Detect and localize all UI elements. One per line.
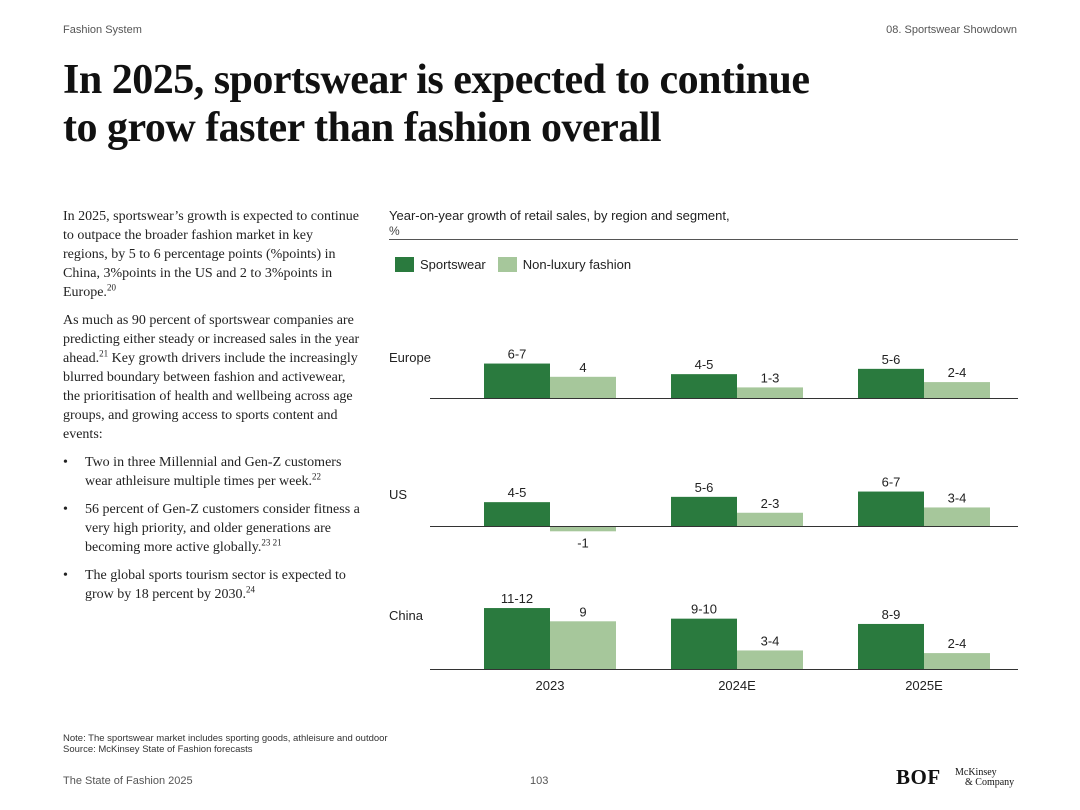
bar-us-non-luxury-2023: [550, 526, 616, 532]
bar-europe-sportswear-2023: [484, 363, 550, 398]
legend-item-non-luxury: Non-luxury fashion: [497, 257, 632, 272]
bar-china-non-luxury-2023: [550, 621, 616, 669]
data-label: 2-4: [948, 365, 967, 380]
bar-china-sportswear-2023: [484, 608, 550, 669]
data-label: 8-9: [882, 607, 901, 622]
bullet-text: The global sports tourism sector is expe…: [85, 568, 346, 602]
bullet-text: 56 percent of Gen-Z customers consider f…: [85, 502, 360, 555]
bar-us-sportswear-2024e: [671, 496, 737, 526]
x-axis-tick-label: 2025E: [905, 678, 943, 693]
footnote-ref: 20: [106, 282, 116, 293]
bar-europe-non-luxury-2025e: [924, 382, 990, 398]
x-axis-tick-label: 2023: [536, 678, 565, 693]
bar-us-sportswear-2025e: [858, 491, 924, 526]
paragraph-1-text: In 2025, sportswear’s growth is expected…: [63, 209, 360, 300]
data-label: 1-3: [761, 370, 780, 385]
chart-unit: %: [389, 224, 400, 238]
page-title: In 2025, sportswear is expected to conti…: [63, 56, 963, 152]
bar-china-non-luxury-2024e: [737, 650, 803, 669]
footnote-ref: 24: [245, 584, 255, 595]
mckinsey-logo-line-1: McKinsey: [955, 767, 997, 778]
bar-europe-non-luxury-2024e: [737, 387, 803, 398]
bullet-list: • Two in three Millennial and Gen-Z custo…: [63, 453, 361, 604]
footnote-ref: 21: [99, 348, 109, 359]
data-label: 2-4: [948, 636, 967, 651]
chart-title: Year-on-year growth of retail sales, by …: [389, 208, 730, 223]
bullet-text: Two in three Millennial and Gen-Z custom…: [85, 455, 342, 489]
footnote-source: Source: McKinsey State of Fashion foreca…: [63, 744, 253, 755]
legend-label-sportswear: Sportswear: [420, 257, 486, 272]
title-line-2: to grow faster than fashion overall: [63, 105, 662, 151]
data-label: 6-7: [508, 347, 527, 362]
footnote-ref: 23 21: [261, 537, 282, 548]
bar-europe-sportswear-2024e: [671, 374, 737, 398]
bar-china-sportswear-2024e: [671, 618, 737, 669]
data-label: 3-4: [761, 633, 780, 648]
x-axis-tick-label: 2024E: [718, 678, 756, 693]
bullet-icon: •: [63, 455, 68, 470]
data-label: 9-10: [691, 602, 717, 617]
legend-label-non-luxury: Non-luxury fashion: [522, 257, 632, 272]
header-chapter-label: 08. Sportswear Showdown: [886, 24, 1017, 36]
bar-us-non-luxury-2025e: [924, 507, 990, 526]
body-text: In 2025, sportswear’s growth is expected…: [63, 207, 361, 613]
chart-divider: [389, 239, 1018, 240]
paragraph-2-text: As much as 90 percent of sportswear comp…: [63, 313, 360, 366]
paragraph-2-continuation: Key growth drivers include the increasin…: [63, 351, 358, 442]
region-label-china: China: [389, 608, 423, 623]
legend-swatch-sportswear: [395, 257, 414, 272]
region-label-us: US: [389, 487, 408, 502]
bar-europe-non-luxury-2023: [550, 376, 616, 398]
paragraph-2: As much as 90 percent of sportswear comp…: [63, 311, 361, 444]
bullet-item: • Two in three Millennial and Gen-Z custo…: [63, 453, 361, 491]
region-label-europe: Europe: [389, 350, 431, 365]
bar-china-sportswear-2025e: [858, 623, 924, 669]
data-label: 6-7: [882, 475, 901, 490]
title-line-1: In 2025, sportswear is expected to conti…: [63, 57, 810, 103]
bof-logo: BOF: [896, 765, 941, 789]
header-section-label: Fashion System: [63, 24, 142, 36]
data-label: 4: [579, 360, 586, 375]
legend-swatch-non-luxury: [497, 257, 517, 272]
data-label: -1: [577, 535, 589, 550]
data-label: 5-6: [882, 352, 901, 367]
bar-china-non-luxury-2025e: [924, 653, 990, 669]
bar-us-sportswear-2023: [484, 502, 550, 526]
data-label: 3-4: [948, 490, 967, 505]
footer-publication: The State of Fashion 2025: [63, 775, 193, 787]
bullet-item: • The global sports tourism sector is exp…: [63, 566, 361, 604]
data-label: 4-5: [695, 357, 714, 372]
bar-us-non-luxury-2024e: [737, 512, 803, 526]
data-label: 5-6: [695, 480, 714, 495]
legend-item-sportswear: Sportswear: [395, 257, 486, 272]
mckinsey-logo: McKinsey & Company: [955, 768, 1014, 788]
data-label: 9: [579, 604, 586, 619]
bar-europe-sportswear-2025e: [858, 368, 924, 398]
footnote-ref: 22: [312, 471, 322, 482]
chart-legend: Sportswear Non-luxury fashion: [395, 257, 643, 272]
bullet-item: • 56 percent of Gen-Z customers consider …: [63, 500, 361, 557]
bullet-icon: •: [63, 502, 68, 517]
data-label: 2-3: [761, 496, 780, 511]
data-label: 11-12: [501, 591, 533, 606]
bullet-icon: •: [63, 568, 68, 583]
page-number: 103: [530, 775, 549, 787]
footnote: Note: The sportswear market includes spo…: [63, 733, 388, 755]
data-label: 4-5: [508, 485, 527, 500]
mckinsey-logo-line-2: & Company: [965, 777, 1015, 788]
paragraph-1: In 2025, sportswear’s growth is expected…: [63, 207, 361, 302]
footnote-note: Note: The sportswear market includes spo…: [63, 733, 388, 744]
